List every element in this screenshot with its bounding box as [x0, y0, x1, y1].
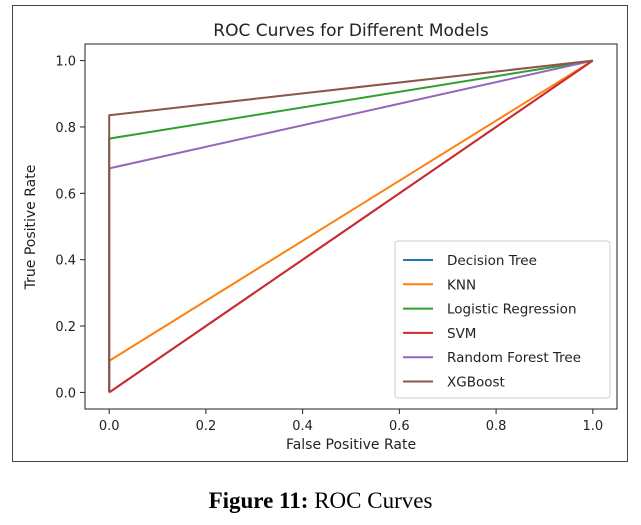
legend-label-logistic-regression: Logistic Regression	[447, 302, 577, 318]
caption-prefix: Figure 11:	[208, 488, 309, 513]
x-axis-label: False Positive Rate	[286, 437, 416, 453]
plot-area	[84, 43, 618, 410]
roc-line-xgboost	[108, 59, 593, 393]
y-axis-label: True Positive Rate	[23, 165, 39, 291]
x-tick-label: 0.8	[486, 419, 507, 434]
legend: Decision Tree KNN Logistic Regression SVM Ra…	[394, 240, 611, 399]
figure-frame: ROC Curves for Different Models 0.0 0.0 0.…	[12, 5, 628, 462]
figure-caption: Figure 11: ROC Curves	[0, 488, 641, 514]
roc-chart: ROC Curves for Different Models 0.0 0.0 0.…	[23, 21, 618, 453]
y-tick-label: 0.8	[55, 121, 76, 136]
legend-label-svm: SVM	[447, 326, 476, 342]
y-tick-label: 0.6	[55, 187, 76, 202]
caption-text: ROC Curves	[314, 488, 433, 513]
x-tick-label: 0.0	[99, 419, 120, 434]
roc-line-svm	[108, 59, 594, 394]
x-tick-label: 0.2	[196, 419, 217, 434]
x-tick-label: 1.0	[582, 419, 603, 434]
legend-label-decision-tree: Decision Tree	[447, 253, 537, 269]
y-tick-label: 0.0	[55, 386, 76, 401]
legend-label-knn: KNN	[447, 277, 476, 293]
x-tick-label: 0.4	[292, 419, 313, 434]
legend-label-xgboost: XGBoost	[447, 375, 505, 391]
legend-box	[394, 240, 611, 399]
x-tick-label: 0.6	[389, 419, 410, 434]
y-tick-label: 1.0	[55, 55, 76, 70]
legend-label-random-forest-tree: Random Forest Tree	[447, 350, 581, 366]
y-tick-label: 0.4	[55, 254, 76, 269]
chart-title: ROC Curves for Different Models	[213, 21, 489, 41]
y-tick-label: 0.2	[55, 320, 76, 335]
